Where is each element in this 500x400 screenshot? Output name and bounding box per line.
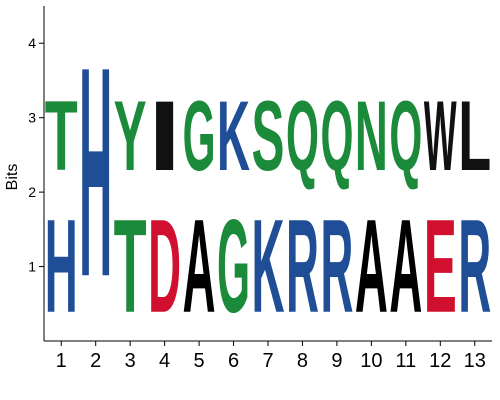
logo-letter-a-pos-11: A (389, 193, 422, 341)
logo-letter-q-pos-9: Q (320, 82, 353, 193)
y-tick-label: 3 (28, 110, 36, 126)
logo-letter-g-pos-6: G (217, 192, 250, 340)
x-tick-label: 5 (194, 350, 205, 372)
logo-letter-r-pos-8: R (286, 193, 319, 341)
logo-letter-k-pos-7: K (252, 193, 285, 341)
logo-letter-e-pos-12: E (424, 192, 457, 340)
x-tick-label: 7 (262, 350, 273, 372)
logo-letter-a-pos-10: A (355, 193, 388, 341)
logo-letter-l-pos-13: L (458, 79, 491, 191)
x-tick-label: 1 (56, 350, 67, 372)
x-tick-label: 13 (464, 350, 486, 372)
y-tick-label: 1 (28, 259, 36, 275)
logo-letter-h-pos-1: H (45, 193, 78, 341)
x-tick-label: 3 (125, 350, 136, 372)
x-tick-label: 8 (297, 350, 308, 372)
x-tick-label: 11 (395, 350, 416, 372)
x-tick-label: 10 (360, 350, 382, 372)
logo-letter-g-pos-5: G (183, 82, 216, 193)
y-axis-ticks: 1 2 3 4 (28, 35, 44, 275)
logo-letter-t-pos-1: T (45, 79, 78, 191)
logo-letter-s-pos-7: S (252, 80, 285, 192)
x-tick-label: 2 (90, 350, 101, 372)
logo-letter-n-pos-10: N (355, 81, 388, 192)
logo-letter-d-pos-4: D (148, 193, 181, 341)
logo-letter-a-pos-5: A (183, 193, 216, 341)
y-tick-label: 4 (28, 35, 36, 51)
logo-letter-q-pos-11: Q (389, 82, 422, 193)
logo-letter-i-pos-4: I (148, 81, 181, 192)
x-tick-label: 4 (159, 350, 170, 372)
logo-letter-r-pos-9: R (320, 193, 353, 341)
logo-letter-k-pos-6: K (217, 81, 250, 192)
x-tick-label: 9 (331, 350, 342, 372)
logo-letter-t-pos-3: T (114, 193, 147, 341)
x-tick-label: 12 (429, 350, 451, 372)
x-tick-label: 6 (228, 350, 239, 372)
logo-letter-r-pos-13: R (458, 193, 491, 341)
logo-letter-w-pos-12: W (424, 79, 457, 191)
y-axis-label: Bits (4, 164, 21, 191)
logo-letter-h-pos-2: H (79, 5, 112, 339)
y-tick-label: 2 (28, 184, 36, 200)
logo-letter-y-pos-3: Y (114, 80, 147, 192)
x-axis-ticks: 1 2 3 4 5 6 7 8 9 10 11 12 13 (56, 341, 486, 372)
logo-letter-q-pos-8: Q (286, 82, 319, 193)
